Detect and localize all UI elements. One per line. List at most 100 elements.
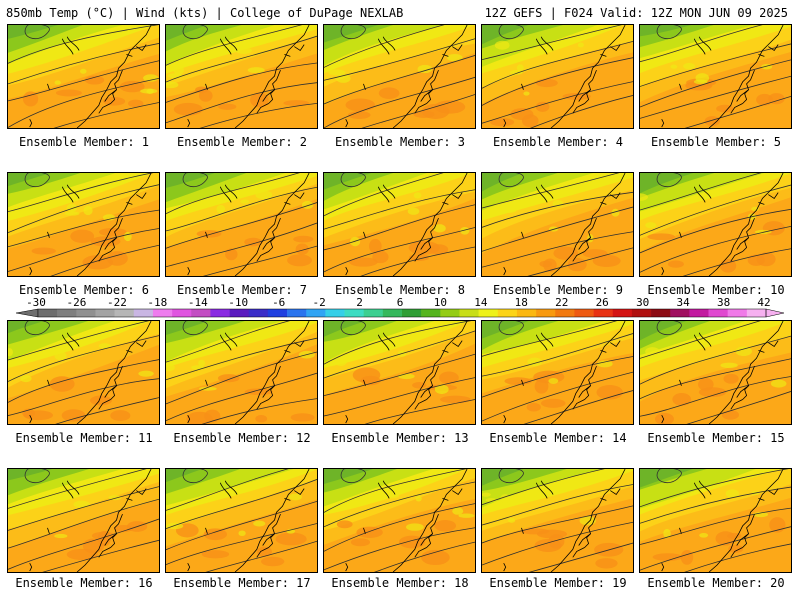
colorbar-tick-label: -2 — [312, 296, 325, 309]
ensemble-member-map — [7, 24, 160, 129]
colorbar-swatch — [57, 309, 77, 317]
colorbar-swatch — [593, 309, 614, 317]
colorbar-tick-label: -14 — [188, 296, 208, 309]
ensemble-member-map — [323, 320, 476, 425]
run-valid-time: 12Z GEFS | F024 Valid: 12Z MON JUN 09 20… — [484, 6, 788, 20]
colorbar-swatch — [631, 309, 652, 317]
ensemble-member-caption: Ensemble Member: 15 — [647, 431, 785, 445]
colorbar-swatch — [402, 309, 422, 317]
colorbar-tick-label: 38 — [717, 296, 730, 309]
colorbar-swatch — [114, 309, 135, 317]
colorbar-swatch — [172, 309, 192, 317]
colorbar-swatch — [708, 309, 728, 317]
colorbar-swatch — [746, 309, 767, 317]
colorbar-swatch — [478, 309, 499, 317]
colorbar-tick-label: 18 — [515, 296, 528, 309]
ensemble-member-map — [639, 24, 792, 129]
colorbar-tick-label: -6 — [272, 296, 285, 309]
ensemble-member-caption: Ensemble Member: 7 — [176, 283, 308, 297]
ensemble-member-map — [165, 24, 318, 129]
ensemble-member-map — [481, 24, 634, 129]
colorbar-swatch — [95, 309, 115, 317]
ensemble-member-map — [7, 172, 160, 277]
colorbar-swatch — [651, 309, 671, 317]
ensemble-member-caption: Ensemble Member: 2 — [176, 135, 308, 149]
colorbar-tick-label: -26 — [66, 296, 86, 309]
ensemble-member-map — [323, 24, 476, 129]
ensemble-member-caption: Ensemble Member: 11 — [15, 431, 153, 445]
ensemble-member-map — [481, 172, 634, 277]
ensemble-member-caption: Ensemble Member: 18 — [331, 576, 469, 590]
colorbar-swatch — [497, 309, 518, 317]
temperature-colorbar: -30 -26 -22 -18 -14 -10 -6 -2 2 6 10 14 18 22 26 30 34 38… — [15, 296, 785, 318]
ensemble-member-caption: Ensemble Member: 20 — [647, 576, 785, 590]
ensemble-member-caption: Ensemble Member: 13 — [331, 431, 469, 445]
colorbar-tick-label: 22 — [555, 296, 568, 309]
ensemble-member-caption: Ensemble Member: 19 — [489, 576, 627, 590]
ensemble-member-map — [7, 320, 160, 425]
colorbar-low-arrow — [15, 308, 39, 318]
colorbar-tick-label: -30 — [26, 296, 46, 309]
colorbar-swatch — [459, 309, 479, 317]
ensemble-member-caption: Ensemble Member: 10 — [647, 283, 785, 297]
colorbar-swatch — [306, 309, 326, 317]
ensemble-member-caption: Ensemble Member: 6 — [18, 283, 150, 297]
ensemble-member-map — [7, 468, 160, 573]
ensemble-member-map — [639, 468, 792, 573]
ensemble-member-caption: Ensemble Member: 4 — [492, 135, 624, 149]
ensemble-member-caption: Ensemble Member: 1 — [18, 135, 150, 149]
colorbar-tick-label: -10 — [228, 296, 248, 309]
ensemble-member-caption: Ensemble Member: 5 — [650, 135, 782, 149]
colorbar-swatch — [689, 309, 709, 317]
ensemble-member-map — [481, 468, 634, 573]
colorbar-swatch — [133, 309, 154, 317]
colorbar-swatch — [421, 309, 441, 317]
colorbar-tick-label: 6 — [397, 296, 404, 309]
colorbar-tick-label: 2 — [356, 296, 363, 309]
colorbar-swatch — [191, 309, 211, 317]
colorbar-tick-label: 30 — [636, 296, 649, 309]
ensemble-member-map — [639, 320, 792, 425]
colorbar-swatch — [727, 309, 748, 317]
colorbar-swatch — [555, 309, 575, 317]
colorbar-swatch — [670, 309, 690, 317]
colorbar-high-arrow — [765, 308, 785, 318]
colorbar-swatch — [76, 309, 96, 317]
ensemble-member-caption: Ensemble Member: 16 — [15, 576, 153, 590]
colorbar-swatch — [229, 309, 250, 317]
ensemble-member-map — [639, 172, 792, 277]
colorbar-tick-label: 14 — [474, 296, 488, 309]
ensemble-member-map — [323, 172, 476, 277]
colorbar-swatch — [344, 309, 364, 317]
colorbar-tick-label: -18 — [147, 296, 167, 309]
colorbar-tick-label: -22 — [107, 296, 127, 309]
ensemble-member-map — [323, 468, 476, 573]
ensemble-member-caption: Ensemble Member: 12 — [173, 431, 311, 445]
ensemble-member-map — [165, 320, 318, 425]
ensemble-member-caption: Ensemble Member: 8 — [334, 283, 466, 297]
colorbar-swatch — [516, 309, 537, 317]
colorbar-swatch — [440, 309, 460, 317]
colorbar-swatch — [536, 309, 556, 317]
ensemble-member-map — [481, 320, 634, 425]
colorbar-swatch — [325, 309, 345, 317]
ensemble-member-caption: Ensemble Member: 14 — [489, 431, 627, 445]
colorbar-swatch — [287, 309, 307, 317]
colorbar-tick-label: 42 — [757, 296, 770, 309]
map-title: 850mb Temp (°C) | Wind (kts) | College o… — [6, 6, 404, 20]
ensemble-member-caption: Ensemble Member: 3 — [334, 135, 466, 149]
ensemble-member-caption: Ensemble Member: 9 — [492, 283, 624, 297]
colorbar-tick-label: 10 — [434, 296, 447, 309]
colorbar-tick-label: 34 — [676, 296, 690, 309]
ensemble-member-map — [165, 172, 318, 277]
colorbar-swatch — [210, 309, 230, 317]
colorbar-swatch — [248, 309, 269, 317]
colorbar-swatch — [612, 309, 633, 317]
colorbar-outline — [37, 308, 767, 318]
colorbar-swatch — [267, 309, 288, 317]
colorbar-swatch — [574, 309, 594, 317]
colorbar-swatch — [152, 309, 173, 317]
ensemble-member-caption: Ensemble Member: 17 — [173, 576, 311, 590]
colorbar-swatch — [382, 309, 403, 317]
colorbar-swatch — [363, 309, 384, 317]
